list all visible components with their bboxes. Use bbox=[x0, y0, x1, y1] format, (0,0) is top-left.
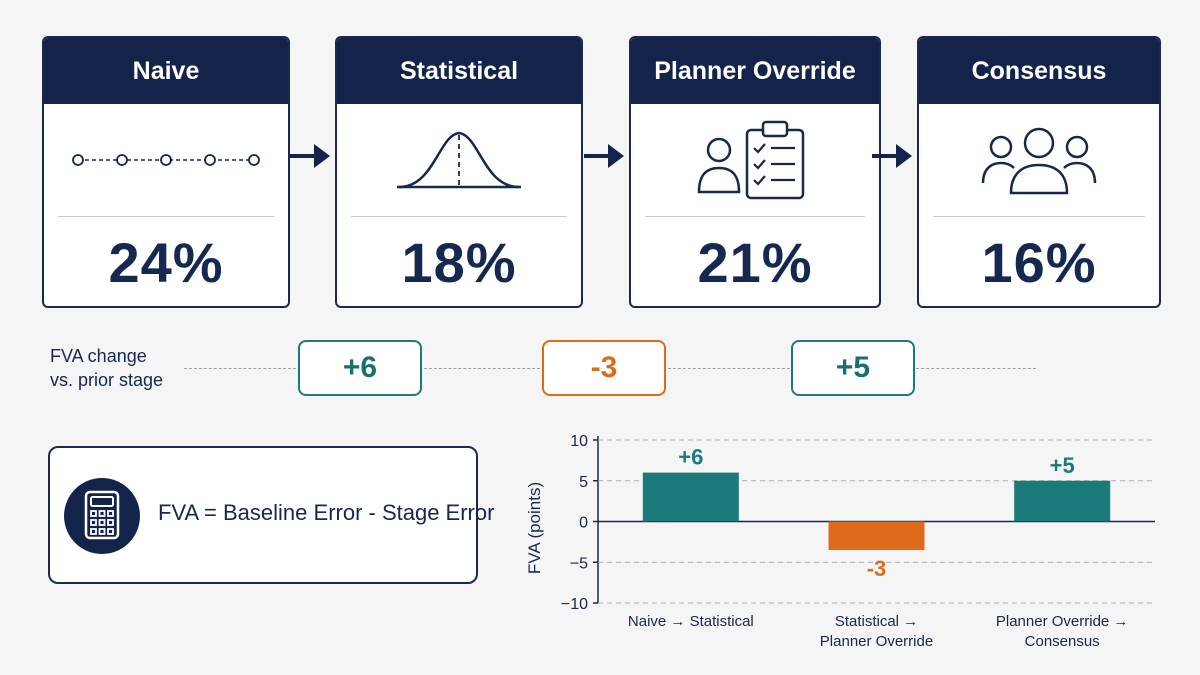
stage-title: Statistical bbox=[337, 38, 581, 104]
stage-card-statistical: Statistical 18% bbox=[335, 36, 583, 308]
y-tick-label: −10 bbox=[561, 596, 588, 613]
dashed-connector bbox=[668, 368, 790, 369]
stage-error-value: 18% bbox=[401, 230, 517, 294]
category-label: Statistical → bbox=[835, 613, 918, 630]
bar bbox=[828, 521, 925, 551]
planner-clipboard-icon bbox=[631, 104, 879, 216]
fva-bar-chart: 10 5 0 −5 −10 +6 Naive → Statistical -3 Statist… bbox=[525, 433, 1155, 650]
fva-change-label-line1: FVA change bbox=[50, 346, 147, 366]
arrow-right-icon bbox=[584, 144, 624, 168]
stage-card-consensus: Consensus 16% bbox=[917, 36, 1161, 308]
category-label: Planner Override bbox=[820, 633, 933, 650]
category-label: Consensus bbox=[1025, 633, 1100, 650]
y-tick-label: 5 bbox=[579, 474, 588, 491]
divider bbox=[933, 216, 1145, 217]
stage-error-value: 24% bbox=[108, 230, 224, 294]
bell-curve-icon bbox=[337, 104, 581, 216]
y-tick-label: 0 bbox=[579, 515, 588, 532]
category-label: Naive → Statistical bbox=[628, 613, 754, 630]
y-axis-label: FVA (points) bbox=[525, 482, 544, 574]
stage-title: Naive bbox=[44, 38, 288, 104]
fva-change-badge: +5 bbox=[791, 340, 915, 396]
category-label: Planner Override → bbox=[996, 613, 1129, 630]
divider bbox=[58, 216, 274, 217]
stage-card-naive: Naive 24% bbox=[42, 36, 290, 308]
stage-card-planner-override: Planner Override 21% bbox=[629, 36, 881, 308]
data-label: +5 bbox=[1050, 453, 1075, 478]
fva-change-badge: +6 bbox=[298, 340, 422, 396]
dashed-connector bbox=[916, 368, 1036, 369]
fva-change-label-line2: vs. prior stage bbox=[50, 370, 164, 390]
arrow-right-icon bbox=[290, 144, 330, 168]
y-tick-label: −5 bbox=[570, 555, 588, 572]
data-label: -3 bbox=[867, 556, 887, 581]
stage-error-value: 21% bbox=[697, 230, 813, 294]
dashed-connector bbox=[424, 368, 540, 369]
fva-change-label: FVA change vs. prior stage bbox=[50, 344, 163, 392]
formula-box: FVA = Baseline Error - Stage Error bbox=[48, 446, 494, 584]
fva-formula: FVA = Baseline Error - Stage Error bbox=[158, 500, 495, 525]
fva-change-badge: -3 bbox=[542, 340, 666, 396]
calculator-icon bbox=[62, 476, 142, 561]
dotted-line-icon bbox=[44, 104, 288, 216]
divider bbox=[351, 216, 567, 217]
y-tick-label: 10 bbox=[570, 433, 588, 450]
bar bbox=[1014, 480, 1111, 522]
bar bbox=[642, 472, 739, 522]
data-label: +6 bbox=[678, 445, 703, 470]
arrow-right-icon bbox=[872, 144, 912, 168]
stage-error-value: 16% bbox=[981, 230, 1097, 294]
divider bbox=[645, 216, 865, 217]
stage-title: Consensus bbox=[919, 38, 1159, 104]
group-people-icon bbox=[919, 104, 1159, 216]
dashed-connector bbox=[184, 368, 296, 369]
stage-title: Planner Override bbox=[631, 38, 879, 104]
